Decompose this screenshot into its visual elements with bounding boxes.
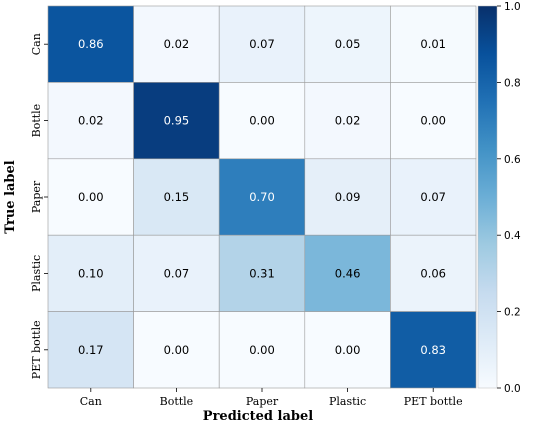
heatmap-cell xyxy=(390,311,477,389)
cell-value-label: 0.00 xyxy=(335,343,361,357)
cell-value-label: 0.02 xyxy=(78,114,104,128)
y-tick-label: Plastic xyxy=(30,255,43,292)
x-tick-label: Can xyxy=(80,395,102,408)
colorbar-tick-label: 0.2 xyxy=(504,307,521,319)
colorbar-tick-label: 1.0 xyxy=(504,1,521,13)
cell-value-label: 0.00 xyxy=(164,343,190,357)
heatmap-cell xyxy=(304,234,391,312)
cell-value-label: 0.15 xyxy=(164,190,190,204)
cell-value-label: 0.07 xyxy=(420,190,446,204)
heatmap-cell xyxy=(390,5,477,83)
y-tick-label: Bottle xyxy=(30,104,43,138)
heatmap-cell xyxy=(133,311,220,389)
y-tick-label: PET bottle xyxy=(30,320,43,379)
colorbar-tick-label: 0.6 xyxy=(504,154,521,166)
cell-value-label: 0.05 xyxy=(335,37,361,51)
cell-value-label: 0.46 xyxy=(335,266,361,280)
colorbar-tick-label: 0.8 xyxy=(504,77,521,89)
cell-value-label: 0.01 xyxy=(420,37,446,51)
heatmap-cells: 0.86 0.02 0.07 0.05 0.01 0.02 0.95 0.00 0.02 0.00… xyxy=(47,5,477,389)
heatmap-cell xyxy=(47,82,134,160)
heatmap-cell xyxy=(218,82,306,160)
heatmap-cell xyxy=(390,158,477,236)
cell-value-label: 0.07 xyxy=(164,266,190,280)
cell-value-label: 0.83 xyxy=(420,343,446,357)
cell-value-label: 0.10 xyxy=(78,266,104,280)
y-tick-label: Paper xyxy=(30,180,43,213)
colorbar-tick-label: 0.4 xyxy=(504,230,521,242)
cell-value-label: 0.95 xyxy=(164,114,190,128)
cell-value-label: 0.17 xyxy=(78,343,104,357)
heatmap-cell xyxy=(304,5,391,83)
heatmap-cell xyxy=(304,158,391,236)
heatmap-cell xyxy=(47,311,134,389)
x-tick-label: Plastic xyxy=(329,395,366,408)
cell-value-label: 0.00 xyxy=(249,114,275,128)
cell-value-label: 0.70 xyxy=(249,190,275,204)
colorbar-tick-label: 0.0 xyxy=(504,383,521,395)
cell-value-label: 0.00 xyxy=(78,190,104,204)
y-axis-ticks: Can Bottle Paper Plastic PET bottle xyxy=(30,33,48,379)
heatmap-cell xyxy=(390,82,477,160)
cell-value-label: 0.07 xyxy=(249,37,275,51)
x-tick-label: PET bottle xyxy=(404,395,463,408)
heatmap-cell xyxy=(133,234,220,312)
cell-value-label: 0.86 xyxy=(78,37,104,51)
heatmap-cell xyxy=(218,5,306,83)
y-axis-title: True label xyxy=(3,160,18,234)
heatmap-cell xyxy=(133,5,220,83)
cell-value-label: 0.31 xyxy=(249,266,275,280)
heatmap-cell xyxy=(218,234,306,312)
cell-value-label: 0.02 xyxy=(164,37,190,51)
x-tick-label: Paper xyxy=(246,395,279,408)
cell-value-label: 0.06 xyxy=(420,266,446,280)
x-tick-label: Bottle xyxy=(160,395,194,408)
colorbar-ticks: 0.0 0.2 0.4 0.6 0.8 1.0 xyxy=(497,1,521,395)
heatmap-cell xyxy=(218,311,306,389)
cell-value-label: 0.09 xyxy=(335,190,361,204)
colorbar xyxy=(477,5,498,389)
cell-value-label: 0.00 xyxy=(249,343,275,357)
x-axis-ticks: Can Bottle Paper Plastic PET bottle xyxy=(80,388,463,408)
y-tick-label: Can xyxy=(30,33,43,55)
cell-value-label: 0.02 xyxy=(335,114,361,128)
cell-value-label: 0.00 xyxy=(420,114,446,128)
heatmap-cell xyxy=(218,158,306,236)
heatmap-cell xyxy=(47,5,134,83)
heatmap-cell xyxy=(133,158,220,236)
heatmap-cell xyxy=(390,234,477,312)
x-axis-title: Predicted label xyxy=(203,409,313,424)
